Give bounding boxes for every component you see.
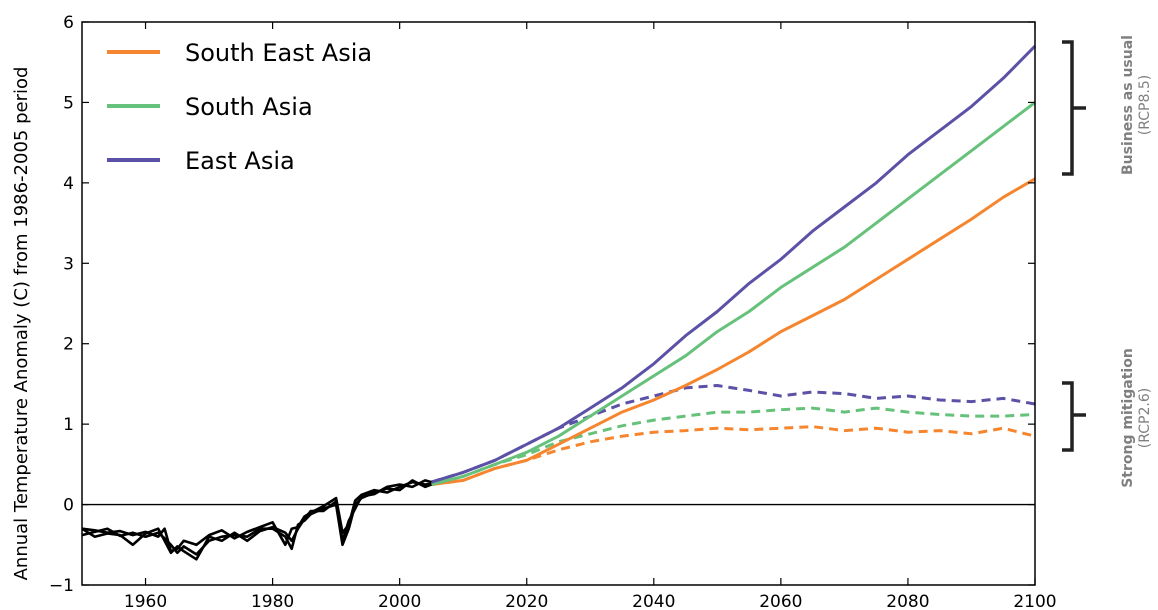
y-tick-label: 1 [63, 415, 74, 435]
y-tick-label: 0 [63, 496, 74, 516]
y-axis-title: Annual Temperature Anomaly (C) from 1986… [11, 67, 32, 581]
y-tick-label: 3 [63, 254, 74, 274]
legend-label: South East Asia [185, 39, 372, 67]
x-tick-label: 1960 [124, 592, 167, 610]
scenario-bracket [1062, 40, 1086, 176]
x-tick-label: 1980 [251, 592, 294, 610]
series-line-rcp85-south-asia [431, 101, 1036, 486]
scenario-brackets: Business as usual (RCP8.5) Strong mitigati… [1062, 35, 1153, 488]
series-line-rcp26-south-east-asia [431, 425, 1036, 486]
scenario-bracket [1062, 381, 1086, 452]
plot-area [81, 45, 1037, 561]
x-tick-label: 2040 [632, 592, 675, 610]
x-tick-label: 2100 [1013, 592, 1056, 610]
y-tick-label: −1 [49, 576, 74, 596]
scenario-label: Strong mitigation [1120, 348, 1136, 488]
y-tick-label: 2 [63, 335, 74, 355]
y-tick-label: 5 [63, 93, 74, 113]
y-tick-label: 4 [63, 174, 74, 194]
series-line-rcp26-east-asia [430, 384, 1036, 484]
y-tick-label: 6 [63, 13, 74, 33]
plot-frame [81, 21, 1036, 586]
series-line-rcp85-south-east-asia [431, 177, 1036, 486]
historical-line-east-asia [81, 479, 432, 561]
scenario-sublabel: (RCP2.6) [1137, 388, 1153, 448]
legend-label: South Asia [185, 93, 313, 121]
scenario-sublabel: (RCP8.5) [1137, 75, 1153, 135]
axes: 1960 1980 2000 2020 2040 2060 2080 2100 −1 0 1 2 3 4 5… [49, 13, 1057, 610]
x-tick-label: 2000 [378, 592, 421, 610]
x-tick-label: 2020 [505, 592, 548, 610]
x-tick-label: 2060 [759, 592, 802, 610]
legend-label: East Asia [185, 147, 295, 175]
scenario-label: Business as usual [1120, 35, 1136, 175]
series-line-rcp85-east-asia [430, 45, 1037, 484]
series-line-rcp26-south-asia [431, 406, 1036, 486]
legend: South East Asia South Asia East Asia [107, 39, 372, 175]
x-tick-label: 2080 [886, 592, 929, 610]
